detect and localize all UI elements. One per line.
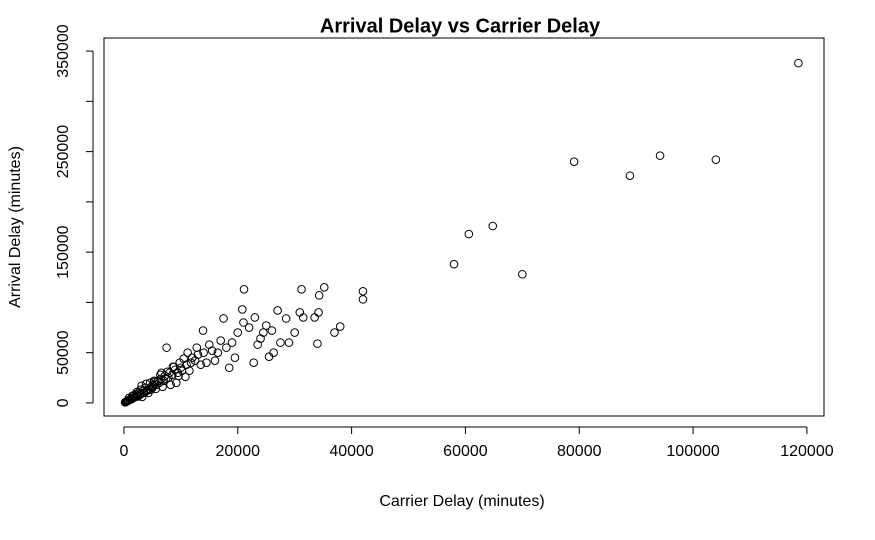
x-tick-label: 20000 <box>216 443 261 460</box>
point <box>224 363 234 373</box>
point <box>210 356 220 366</box>
y-tick-label: 0 <box>55 398 72 407</box>
point <box>162 343 171 352</box>
point <box>123 396 133 405</box>
point <box>233 328 243 337</box>
x-tick-label: 60000 <box>443 443 488 460</box>
point <box>569 157 579 166</box>
point <box>464 229 474 239</box>
point <box>330 328 339 337</box>
point <box>145 378 155 388</box>
point <box>259 328 268 337</box>
point <box>261 321 271 330</box>
point <box>222 343 231 352</box>
y-tick-label: 150000 <box>55 225 72 278</box>
x-tick-label: 120000 <box>780 443 833 460</box>
x-axis-label: Carrier Delay (minutes) <box>379 493 544 510</box>
point <box>230 353 240 362</box>
point <box>310 313 319 322</box>
point <box>157 368 166 378</box>
x-tick-label: 40000 <box>329 443 374 460</box>
plot-box <box>103 37 825 417</box>
point <box>177 366 187 376</box>
point <box>156 370 165 380</box>
point <box>358 295 368 304</box>
point <box>213 348 223 357</box>
point <box>488 221 498 231</box>
point <box>244 323 254 332</box>
x-tick-label: 0 <box>119 443 128 460</box>
point <box>207 346 217 355</box>
point <box>161 374 171 384</box>
point <box>250 313 260 322</box>
point <box>281 314 291 323</box>
point <box>655 151 665 160</box>
point <box>518 269 527 279</box>
point <box>141 379 151 389</box>
point <box>239 285 249 294</box>
point <box>199 348 208 357</box>
y-axis-label: Arrival Delay (minutes) <box>7 146 24 308</box>
point <box>625 171 635 181</box>
point <box>313 339 322 348</box>
x-tick-label: 80000 <box>557 443 602 460</box>
point <box>186 358 196 368</box>
point <box>150 377 159 387</box>
point <box>249 358 258 368</box>
point <box>314 291 324 300</box>
point <box>238 305 247 314</box>
point <box>267 326 277 335</box>
point <box>173 368 183 378</box>
point <box>198 326 208 335</box>
point <box>319 283 329 292</box>
point <box>276 338 285 347</box>
chart-title: Arrival Delay vs Carrier Delay <box>320 15 601 37</box>
point <box>239 318 248 327</box>
point <box>168 362 178 372</box>
y-tick-label: 50000 <box>55 330 72 375</box>
point <box>202 358 211 368</box>
point <box>227 338 237 347</box>
x-tick-label: 100000 <box>666 443 719 460</box>
point <box>132 387 142 397</box>
point <box>166 380 175 390</box>
y-tick-label: 250000 <box>55 125 72 178</box>
y-tick-label: 350000 <box>55 24 72 77</box>
point <box>273 306 282 315</box>
point <box>190 356 200 366</box>
point <box>175 358 184 368</box>
point <box>192 343 202 352</box>
point <box>298 313 308 322</box>
point <box>449 259 459 269</box>
point <box>264 352 274 361</box>
point <box>183 348 192 357</box>
point <box>335 322 345 331</box>
point <box>153 376 163 386</box>
point <box>146 385 155 395</box>
point <box>290 328 299 337</box>
point <box>216 336 225 345</box>
point <box>284 338 294 347</box>
point <box>794 58 803 68</box>
point <box>196 360 206 370</box>
point <box>219 314 228 323</box>
point <box>253 340 262 349</box>
point <box>137 381 146 391</box>
point <box>297 285 306 294</box>
point <box>711 155 721 164</box>
